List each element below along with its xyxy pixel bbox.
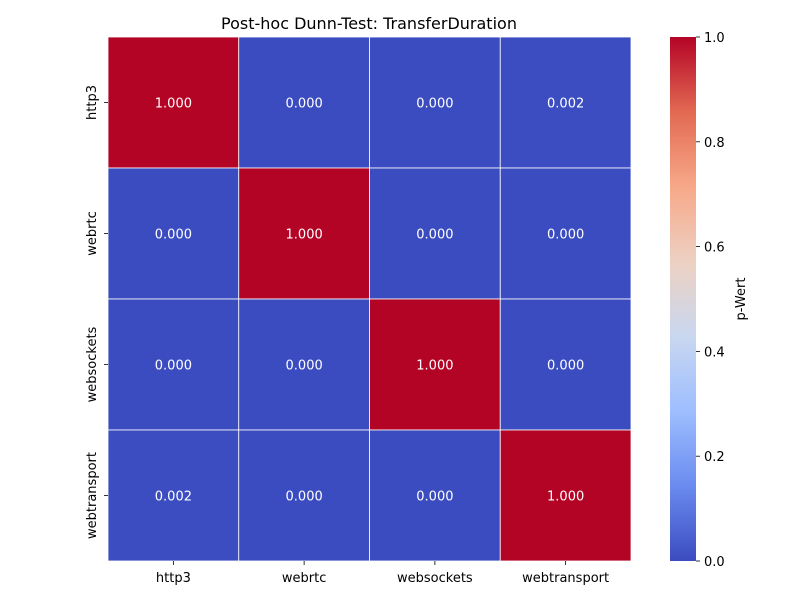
colorbar-tick-label: 0.0 [704, 555, 725, 570]
heatmap-cell [107, 167, 240, 300]
cell-value-label: 0.000 [416, 228, 453, 243]
heatmap-cell [369, 167, 501, 300]
cell-value-label: 0.000 [286, 359, 323, 374]
x-tick-label: websockets [397, 571, 473, 586]
colorbar-tick-label: 0.6 [704, 241, 725, 256]
cell-value-label: 0.000 [286, 490, 323, 505]
heatmap-cell [107, 36, 240, 169]
cell-value-label: 0.000 [547, 228, 584, 243]
colorbar-tick-label: 0.8 [704, 136, 725, 151]
heatmap-cell [369, 429, 501, 562]
x-axis: http3 webrtc websockets webtransport [156, 561, 609, 586]
heatmap-cell [238, 36, 370, 169]
heatmap-cell [369, 36, 501, 169]
cell-value-label: 0.000 [155, 228, 192, 243]
chart-title: Post-hoc Dunn-Test: TransferDuration [221, 14, 517, 33]
cell-value-label: 1.000 [155, 97, 192, 112]
y-tick-label: websockets [85, 326, 100, 402]
heatmap-cell [499, 167, 632, 300]
colorbar-ticks: 0.0 0.2 0.4 0.6 0.8 1.0 [696, 31, 725, 570]
colorbar-tick-label: 1.0 [704, 31, 725, 46]
heatmap-cell [238, 429, 370, 562]
cell-value-label: 0.000 [547, 359, 584, 374]
cell-value-label: 1.000 [416, 359, 453, 374]
heatmap-cell [499, 429, 632, 562]
heatmap-cell [238, 167, 370, 300]
y-tick-label: http3 [85, 85, 100, 120]
heatmap-cell [499, 298, 632, 431]
heatmap-cell [107, 429, 240, 562]
heatmap-cell [499, 36, 632, 169]
cell-value-label: 0.000 [416, 97, 453, 112]
colorbar-tick-label: 0.2 [704, 450, 725, 465]
cell-value-label: 0.002 [547, 97, 584, 112]
colorbar-tick-label: 0.4 [704, 345, 725, 360]
y-tick-label: webrtc [85, 211, 100, 255]
colorbar-gradient [670, 37, 696, 561]
cell-value-label: 1.000 [547, 490, 584, 505]
cell-value-label: 0.000 [286, 97, 323, 112]
cell-value-label: 0.000 [416, 490, 453, 505]
x-tick-label: webtransport [522, 571, 609, 586]
colorbar-label: p-Wert [734, 278, 749, 321]
colorbar: 0.0 0.2 0.4 0.6 0.8 1.0 p-Wert [670, 31, 749, 570]
heatmap-cells: 1.000 0.000 0.000 0.002 0.000 1.000 0.000 0.000… [107, 36, 632, 562]
y-tick-label: webtransport [85, 452, 100, 539]
cell-value-label: 0.002 [155, 490, 192, 505]
cell-value-label: 1.000 [286, 228, 323, 243]
x-tick-label: webrtc [282, 571, 326, 586]
x-tick-label: http3 [156, 571, 191, 586]
heatmap-cell [238, 298, 370, 431]
cell-value-label: 0.000 [155, 359, 192, 374]
y-axis: http3 webrtc websockets webtransport [85, 85, 108, 539]
